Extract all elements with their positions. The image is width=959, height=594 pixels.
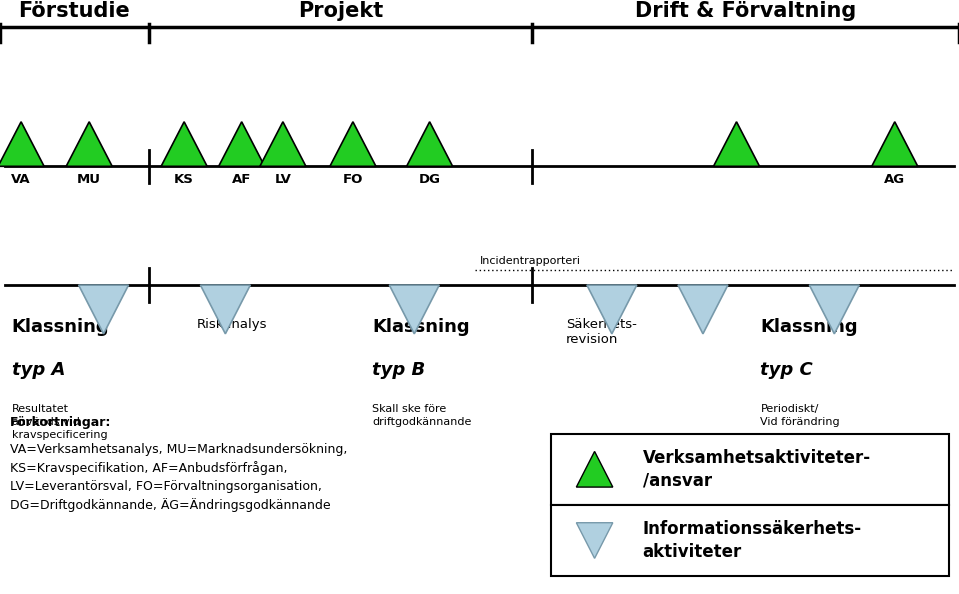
Polygon shape xyxy=(161,122,207,166)
Text: Förstudie: Förstudie xyxy=(18,1,130,21)
Text: Informationssäkerhets-
aktiviteter: Informationssäkerhets- aktiviteter xyxy=(643,520,861,561)
Text: typ A: typ A xyxy=(12,361,65,378)
FancyBboxPatch shape xyxy=(551,434,949,505)
Text: AG: AG xyxy=(884,173,905,187)
Polygon shape xyxy=(576,451,613,487)
Text: VA: VA xyxy=(12,173,31,187)
Text: Verksamhetsaktiviteter-
/ansvar: Verksamhetsaktiviteter- /ansvar xyxy=(643,449,871,489)
FancyBboxPatch shape xyxy=(551,505,949,576)
Text: MU: MU xyxy=(77,173,102,187)
Polygon shape xyxy=(576,523,613,558)
Text: typ B: typ B xyxy=(372,361,426,378)
Text: VA=Verksamhetsanalys, MU=Marknadsundersökning,
KS=Kravspecifikation, AF=Anbudsfö: VA=Verksamhetsanalys, MU=Marknadsundersö… xyxy=(10,443,347,513)
Text: KS: KS xyxy=(175,173,194,187)
Text: Klassning: Klassning xyxy=(372,318,470,336)
Text: Klassning: Klassning xyxy=(760,318,858,336)
Text: Incidentrapporteri: Incidentrapporteri xyxy=(480,255,580,266)
Text: typ C: typ C xyxy=(760,361,813,378)
Polygon shape xyxy=(79,285,129,334)
Text: Riskanalys: Riskanalys xyxy=(197,318,268,331)
Text: Förkortningar:: Förkortningar: xyxy=(10,416,111,429)
Polygon shape xyxy=(407,122,453,166)
Polygon shape xyxy=(200,285,250,334)
Polygon shape xyxy=(330,122,376,166)
Polygon shape xyxy=(66,122,112,166)
Text: Periodiskt/
Vid förändring: Periodiskt/ Vid förändring xyxy=(760,404,840,426)
Polygon shape xyxy=(587,285,637,334)
Text: Resultatet
används vid
kravspecificering: Resultatet används vid kravspecificering xyxy=(12,404,107,440)
Text: Drift & Förvaltning: Drift & Förvaltning xyxy=(635,1,856,21)
Polygon shape xyxy=(0,122,44,166)
Polygon shape xyxy=(260,122,306,166)
Polygon shape xyxy=(219,122,265,166)
Text: LV: LV xyxy=(274,173,292,187)
Polygon shape xyxy=(678,285,728,334)
Text: DG: DG xyxy=(419,173,440,187)
Text: Projekt: Projekt xyxy=(298,1,383,21)
Text: Skall ske före
driftgodkännande: Skall ske före driftgodkännande xyxy=(372,404,472,426)
Polygon shape xyxy=(872,122,918,166)
Text: AF: AF xyxy=(232,173,251,187)
Text: Säkerhets-
revision: Säkerhets- revision xyxy=(566,318,637,346)
Polygon shape xyxy=(713,122,760,166)
Polygon shape xyxy=(809,285,859,334)
Text: FO: FO xyxy=(342,173,363,187)
Text: Klassning: Klassning xyxy=(12,318,109,336)
Polygon shape xyxy=(389,285,439,334)
